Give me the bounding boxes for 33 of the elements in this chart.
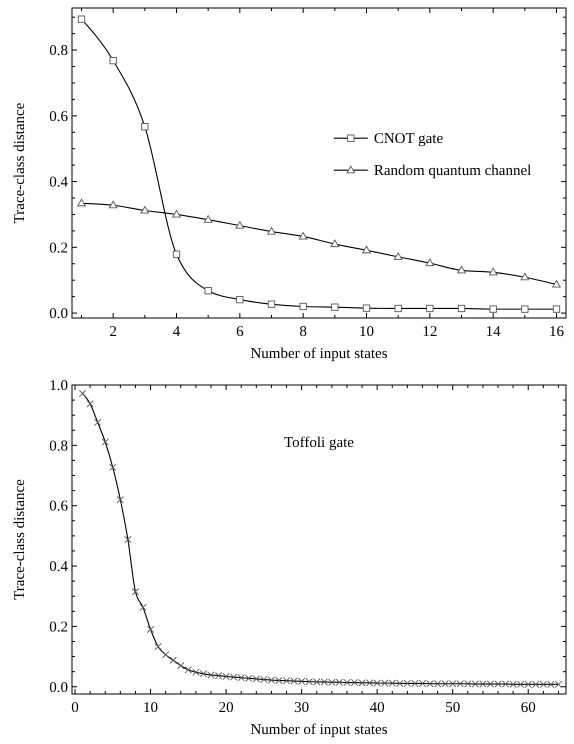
y-tick-label: 0.0 (49, 306, 68, 322)
legend-label: CNOT gate (374, 131, 444, 148)
x-tick-label: 20 (218, 700, 234, 716)
x-axis-title: Number of input states (250, 346, 388, 362)
y-axis-title: Trace-class distance (12, 478, 28, 600)
x-tick-label: 40 (370, 700, 385, 716)
y-tick-label: 0.6 (49, 108, 68, 125)
x-tick-label: 10 (359, 324, 374, 340)
y-tick-label: 0.8 (49, 438, 68, 454)
text: Toffoli gate (284, 434, 354, 451)
y-tick-label: 0.6 (49, 498, 68, 515)
y-tick-label: 1.0 (49, 378, 68, 394)
x-tick-label: 60 (520, 700, 536, 716)
x-tick-label: 4 (172, 324, 181, 340)
y-tick-label: 0.4 (49, 559, 68, 576)
x-tick-label: 10 (143, 700, 158, 716)
x-axis-title: Number of input states (250, 722, 388, 738)
y-tick-label: 0.0 (49, 680, 68, 696)
x-tick-label: 6 (236, 324, 244, 340)
legend-label: Random quantum channel (374, 163, 532, 180)
x-tick-label: 50 (445, 700, 460, 716)
y-tick-label: 0.4 (49, 174, 68, 191)
x-tick-label: 2 (109, 324, 117, 340)
x-tick-label: 8 (299, 324, 307, 340)
y-tick-label: 0.2 (49, 619, 68, 636)
y-axis-title: Trace-class distance (12, 102, 28, 224)
y-tick-label: 0.2 (49, 240, 68, 256)
x-tick-label: 0 (71, 700, 79, 716)
x-tick-label: 12 (422, 324, 438, 340)
x-tick-label: 16 (549, 324, 564, 340)
x-tick-label: 14 (486, 324, 502, 340)
x-tick-label: 30 (294, 700, 310, 716)
y-tick-label: 0.8 (49, 43, 68, 60)
